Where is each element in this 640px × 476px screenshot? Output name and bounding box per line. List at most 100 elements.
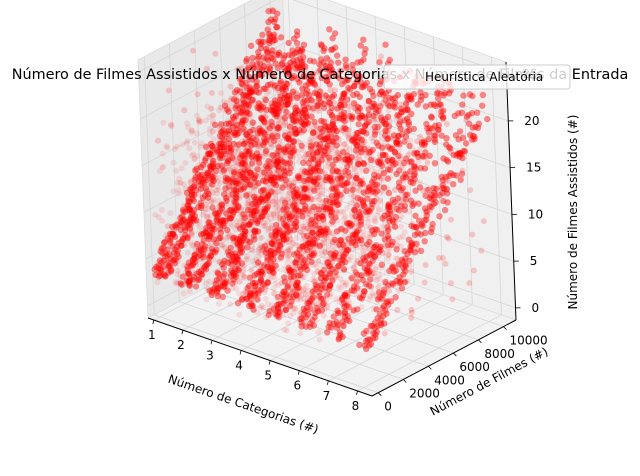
data-point — [207, 184, 214, 191]
data-point — [332, 131, 339, 138]
data-point — [309, 147, 316, 154]
data-point — [280, 312, 286, 319]
data-point — [171, 249, 177, 256]
data-point — [272, 222, 280, 229]
data-point — [340, 323, 347, 330]
data-point — [383, 229, 390, 236]
data-point — [233, 98, 239, 105]
data-point — [261, 187, 268, 194]
data-point — [243, 169, 250, 176]
data-point — [245, 227, 252, 234]
data-point — [345, 161, 352, 168]
data-point — [315, 229, 322, 237]
data-point — [222, 107, 229, 114]
data-point — [175, 186, 182, 193]
data-point — [426, 207, 433, 214]
data-point — [173, 259, 180, 266]
data-point — [321, 232, 328, 239]
data-point — [414, 230, 421, 237]
data-point — [281, 274, 288, 281]
data-point — [286, 130, 294, 137]
data-point — [302, 237, 309, 244]
data-point — [405, 208, 412, 215]
data-point — [408, 158, 415, 165]
data-point — [233, 174, 240, 181]
data-point — [360, 232, 367, 239]
data-point — [387, 133, 394, 140]
data-point — [368, 270, 375, 277]
data-point — [287, 236, 294, 242]
data-point — [449, 296, 456, 303]
data-point — [323, 145, 330, 152]
y-gridline — [179, 301, 404, 380]
data-point — [251, 262, 258, 268]
data-point — [358, 210, 365, 217]
data-point — [257, 207, 264, 214]
y-gridline — [269, 0, 280, 249]
data-point — [244, 213, 251, 220]
data-point — [242, 157, 249, 163]
data-point — [309, 163, 316, 169]
data-point — [376, 151, 383, 158]
data-point — [184, 138, 191, 145]
data-point — [342, 130, 348, 137]
data-point — [331, 160, 338, 167]
data-point — [210, 120, 216, 127]
data-point — [312, 122, 319, 129]
data-point — [382, 41, 389, 48]
y-gridline — [244, 3, 255, 262]
data-point — [369, 146, 376, 154]
data-point — [314, 305, 321, 312]
data-point — [178, 165, 185, 172]
data-point — [246, 179, 253, 186]
data-point — [274, 143, 281, 150]
z-gridline — [145, 182, 290, 260]
data-point — [328, 212, 335, 219]
data-point — [173, 167, 180, 174]
data-point — [340, 215, 347, 222]
y-tick-label: 8000 — [484, 347, 515, 361]
data-point — [339, 296, 346, 303]
data-point — [393, 255, 399, 262]
data-point — [295, 293, 302, 300]
data-point — [281, 204, 288, 211]
data-point — [211, 280, 218, 287]
data-point — [469, 231, 476, 238]
data-point — [467, 187, 474, 194]
data-point — [235, 127, 242, 133]
data-point — [227, 244, 234, 251]
data-point — [345, 220, 352, 228]
x-gridline — [240, 274, 386, 351]
x-gridline — [316, 0, 328, 255]
data-point — [341, 175, 348, 182]
data-point — [385, 135, 392, 142]
data-point — [315, 329, 322, 336]
data-point — [357, 275, 364, 282]
data-point — [277, 34, 285, 41]
data-point — [336, 299, 343, 306]
data-point — [238, 187, 244, 193]
x-gridline — [461, 46, 473, 305]
data-point — [295, 109, 302, 116]
data-point — [274, 236, 281, 243]
data-point — [239, 116, 246, 122]
data-point — [255, 253, 262, 260]
data-point — [283, 225, 290, 232]
data-point — [313, 123, 320, 129]
data-point — [311, 178, 318, 185]
y-tick-mark — [453, 352, 457, 357]
data-point — [450, 181, 457, 188]
data-point — [390, 99, 397, 106]
data-point — [325, 148, 332, 155]
data-point — [252, 100, 259, 107]
data-point — [379, 215, 386, 222]
data-point — [236, 127, 243, 134]
data-point — [249, 122, 256, 128]
data-point — [258, 234, 265, 241]
data-point — [210, 128, 216, 135]
data-point — [306, 227, 313, 234]
data-point — [152, 211, 159, 218]
data-point — [267, 16, 275, 23]
data-point — [370, 103, 377, 110]
data-point — [442, 260, 449, 267]
